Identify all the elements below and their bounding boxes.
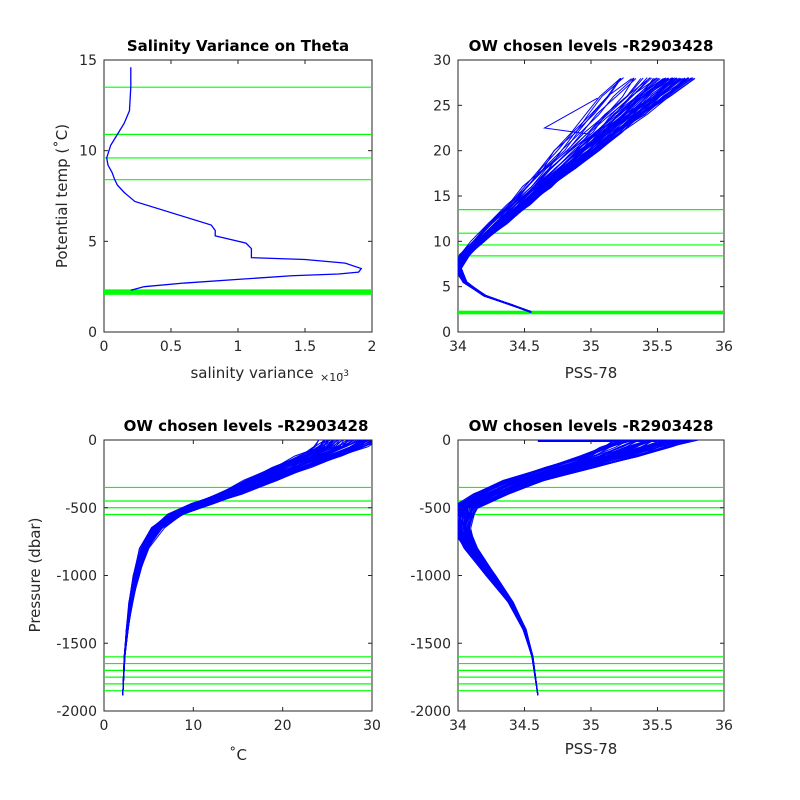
panel-theta-salinity: OW chosen levels -R2903428 PSS-78 34 34.5… xyxy=(433,37,733,382)
x-tick-label: 10 xyxy=(184,718,202,734)
chart-title: OW chosen levels -R2903428 xyxy=(124,417,369,435)
x-tick-label: 0 xyxy=(100,339,109,355)
y-tick-labels: -2000 -1500 -1000 -500 0 xyxy=(56,433,372,720)
x-tick-label: 35.5 xyxy=(642,718,673,734)
x-tick-label: 36 xyxy=(715,718,733,734)
x-tick-label: 30 xyxy=(363,718,381,734)
chart-title: Salinity Variance on Theta xyxy=(127,37,349,55)
x-axis-label: PSS-78 xyxy=(565,364,618,382)
plot-marks xyxy=(458,77,724,315)
x-tick-label: 1.5 xyxy=(294,339,316,355)
y-tick-label: -500 xyxy=(65,501,97,517)
profile-line xyxy=(122,440,369,695)
y-axis-label: Pressure (dbar) xyxy=(26,518,44,633)
y-tick-labels: 0 5 10 15 20 25 30 xyxy=(433,53,724,341)
x-exponent-power: -3 xyxy=(340,369,349,379)
profile-line xyxy=(458,440,627,695)
y-tick-label: -2000 xyxy=(410,704,451,720)
y-tick-label: -1500 xyxy=(56,636,97,652)
y-tick-label: 15 xyxy=(79,53,97,69)
profile-line xyxy=(122,440,343,696)
y-tick-labels: 0 5 10 15 xyxy=(79,53,372,341)
x-tick-label: 0 xyxy=(100,718,109,734)
panel-salinity-variance: Salinity Variance on Theta salinity vari… xyxy=(53,37,376,384)
series-line xyxy=(106,67,363,291)
y-axis-label: Potential temp (˚C) xyxy=(53,124,71,268)
level-band xyxy=(104,289,372,295)
x-tick-label: 35 xyxy=(582,339,600,355)
y-tick-label: 15 xyxy=(433,189,451,205)
panel-salinity-pressure: OW chosen levels -R2903428 PSS-78 34 34.5… xyxy=(410,417,733,758)
y-tick-label: 10 xyxy=(79,144,97,160)
y-tick-label: 20 xyxy=(433,144,451,160)
x-tick-label: 34 xyxy=(449,339,467,355)
level-band xyxy=(458,310,724,315)
chart-title: OW chosen levels -R2903428 xyxy=(469,417,714,435)
x-tick-label: 2 xyxy=(368,339,377,355)
profile-line xyxy=(459,440,654,696)
x-tick-label: 35.5 xyxy=(642,339,673,355)
x-tick-labels: 0 0.5 1 1.5 2 xyxy=(100,60,377,355)
x-tick-labels: 34 34.5 35 35.5 36 xyxy=(449,440,733,734)
y-tick-label: 30 xyxy=(433,53,451,69)
x-tick-label: 0.5 xyxy=(160,339,182,355)
y-tick-label: -1500 xyxy=(410,636,451,652)
x-tick-label: 34.5 xyxy=(509,339,540,355)
x-tick-label: 36 xyxy=(715,339,733,355)
x-tick-label: 1 xyxy=(234,339,243,355)
y-tick-label: 5 xyxy=(442,280,451,296)
x-tick-label: 20 xyxy=(274,718,292,734)
panel-temperature-pressure: OW chosen levels -R2903428 ˚C Pressure (… xyxy=(26,417,381,764)
y-tick-label: 0 xyxy=(88,325,97,341)
x-tick-label: 34 xyxy=(449,718,467,734)
y-tick-label: -1000 xyxy=(56,569,97,585)
plot-marks xyxy=(104,440,372,696)
y-tick-label: 25 xyxy=(433,98,451,114)
x-tick-label: 35 xyxy=(582,718,600,734)
x-exponent-base: ×10 xyxy=(320,371,343,384)
plot-area xyxy=(457,59,725,333)
profile-line xyxy=(459,78,674,313)
y-tick-label: 0 xyxy=(442,433,451,449)
y-tick-labels: -2000 -1500 -1000 -500 0 xyxy=(410,433,724,720)
x-axis-label: salinity variance xyxy=(190,364,313,382)
y-tick-label: 0 xyxy=(88,433,97,449)
x-tick-labels: 0 10 20 30 xyxy=(100,440,381,734)
y-tick-label: 10 xyxy=(433,234,451,250)
y-tick-label: -1000 xyxy=(410,569,451,585)
plot-marks xyxy=(458,440,724,696)
profile-line xyxy=(458,77,648,313)
outlier-profile xyxy=(542,97,598,135)
chart-title: OW chosen levels -R2903428 xyxy=(469,37,714,55)
x-tick-label: 34.5 xyxy=(509,718,540,734)
plot-marks xyxy=(104,67,372,295)
profile-line xyxy=(122,440,319,695)
y-tick-label: 5 xyxy=(88,234,97,250)
y-tick-label: -2000 xyxy=(56,704,97,720)
y-tick-label: -500 xyxy=(419,501,451,517)
y-tick-label: 0 xyxy=(442,325,451,341)
x-axis-label: PSS-78 xyxy=(565,740,618,758)
x-tick-labels: 34 34.5 35 35.5 36 xyxy=(449,60,733,355)
profile-line xyxy=(464,440,677,695)
x-axis-label: ˚C xyxy=(229,746,247,764)
